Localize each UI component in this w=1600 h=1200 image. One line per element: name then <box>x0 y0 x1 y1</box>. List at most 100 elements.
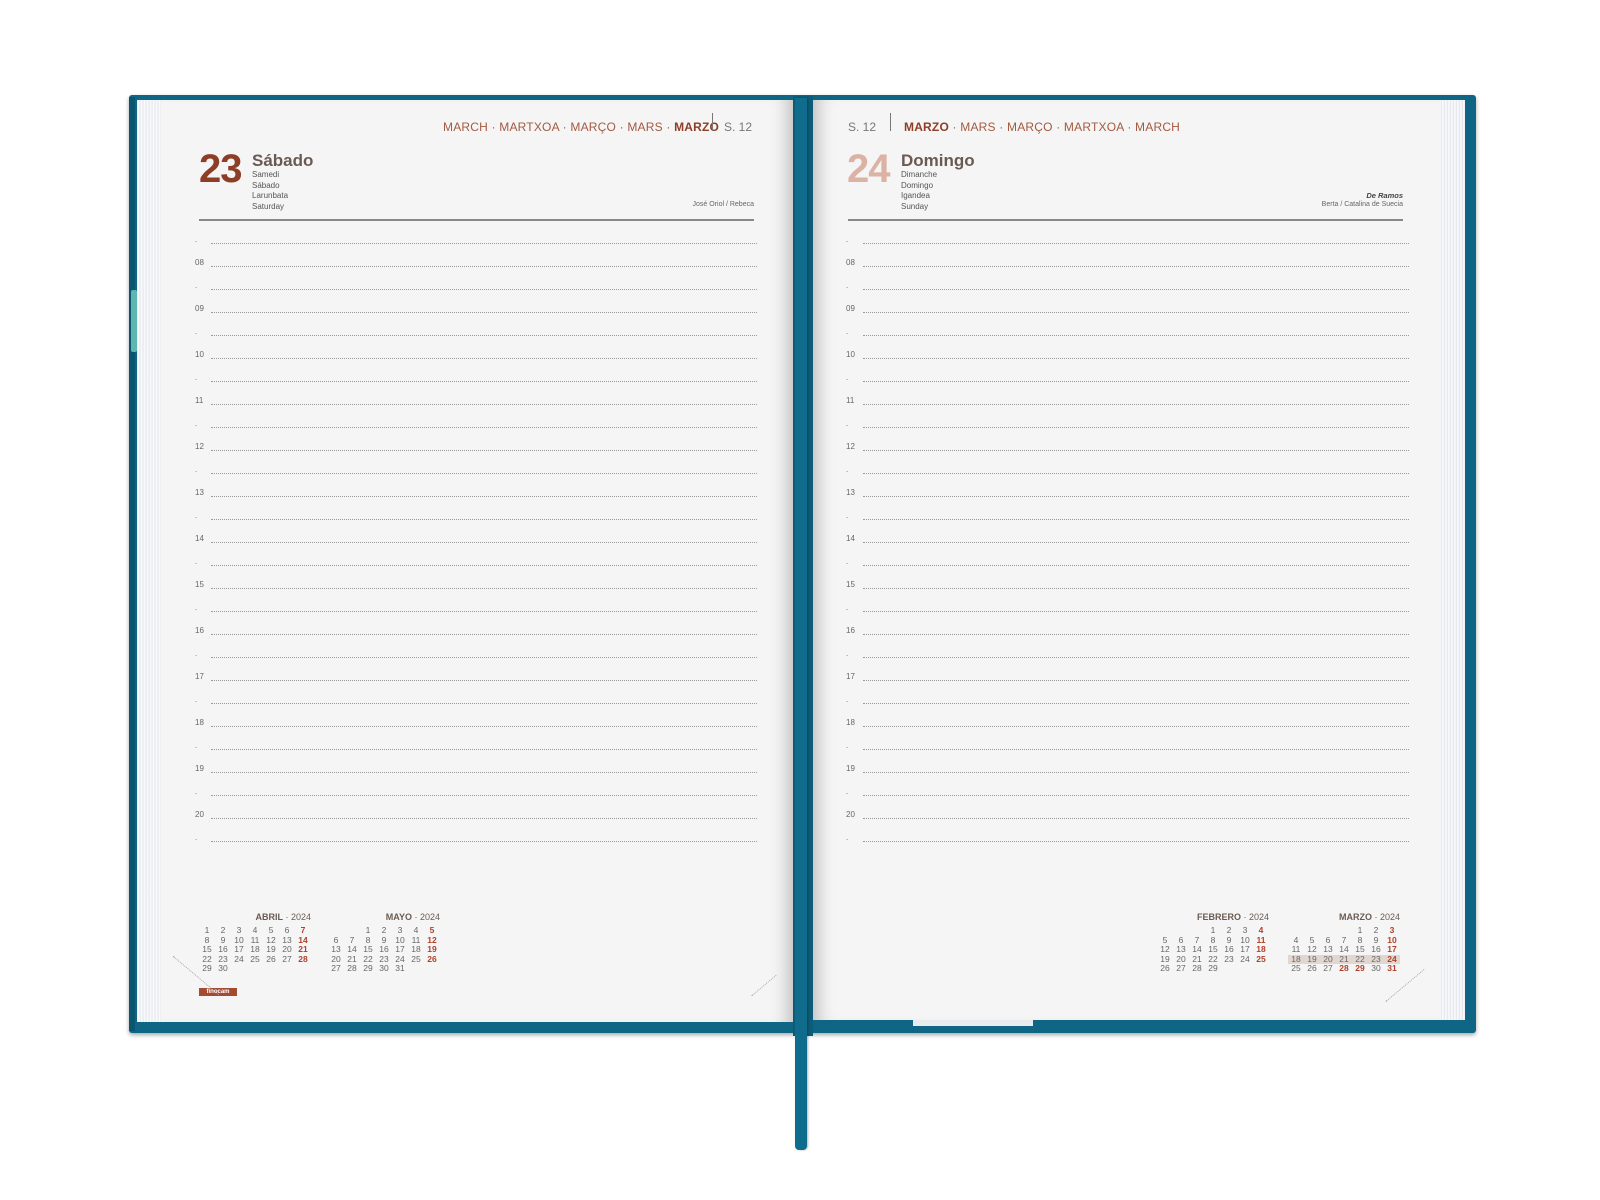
half-hour-line[interactable] <box>211 795 757 796</box>
hour-line[interactable] <box>211 312 757 313</box>
half-hour-line[interactable] <box>211 703 757 704</box>
header-separator <box>890 113 891 131</box>
hour-line[interactable] <box>211 266 757 267</box>
half-hour-line[interactable] <box>863 611 1409 612</box>
calendar-day: 13 <box>331 944 341 954</box>
calendar-day: 1 <box>1357 925 1363 935</box>
half-hour-line[interactable] <box>863 519 1409 520</box>
half-hour-line[interactable] <box>211 473 757 474</box>
calendar-day: 31 <box>395 963 405 973</box>
hour-label: 11 <box>846 396 855 405</box>
hour-line[interactable] <box>863 266 1409 267</box>
half-hour-line[interactable] <box>863 703 1409 704</box>
half-hour-line[interactable] <box>211 381 757 382</box>
hour-line[interactable] <box>863 588 1409 589</box>
calendar-day: 4 <box>1293 934 1299 945</box>
calendar-day: 21 <box>298 944 308 954</box>
calendar-day: 12 <box>266 934 276 945</box>
hour-line[interactable] <box>211 818 757 819</box>
half-hour-line[interactable] <box>211 289 757 290</box>
half-hour-line[interactable] <box>863 427 1409 428</box>
calendar-day: 21 <box>347 953 357 964</box>
hour-line[interactable] <box>863 450 1409 451</box>
calendar-day: 29 <box>202 963 212 973</box>
half-hour-marker: . <box>195 511 198 520</box>
half-hour-line[interactable] <box>863 381 1409 382</box>
calendar-day: 12 <box>1160 944 1170 954</box>
hour-line[interactable] <box>211 772 757 773</box>
index-tab[interactable] <box>131 290 137 352</box>
calendar-day: 16 <box>1224 944 1234 954</box>
right-month-header: MARZO · MARS · MARÇO · MARTXOA · MARCH <box>904 120 1181 134</box>
half-hour-line[interactable] <box>211 519 757 520</box>
half-hour-marker: . <box>846 419 849 428</box>
hour-line[interactable] <box>863 818 1409 819</box>
hour-line[interactable] <box>211 404 757 405</box>
right-saints: Berta / Catalina de Suecia <box>1321 201 1403 208</box>
half-hour-line[interactable] <box>863 795 1409 796</box>
hour-line[interactable] <box>863 772 1409 773</box>
calendar-day: 17 <box>1240 944 1250 954</box>
half-hour-line[interactable] <box>211 427 757 428</box>
hour-line[interactable] <box>863 404 1409 405</box>
hour-line[interactable] <box>211 450 757 451</box>
half-hour-line[interactable] <box>211 657 757 658</box>
hour-line[interactable] <box>211 358 757 359</box>
calendar-day: 17 <box>395 944 405 954</box>
calendar-day: 26 <box>1307 963 1317 973</box>
calendar-day: 25 <box>1256 953 1266 964</box>
half-hour-line[interactable] <box>211 749 757 750</box>
hour-line[interactable] <box>863 542 1409 543</box>
half-hour-line[interactable] <box>863 749 1409 750</box>
calendar-day: 25 <box>250 953 260 964</box>
calendar-day: 30 <box>379 963 389 973</box>
half-hour-line[interactable] <box>863 289 1409 290</box>
hour-line[interactable] <box>211 726 757 727</box>
half-hour-line[interactable] <box>863 841 1409 842</box>
half-hour-line[interactable] <box>211 335 757 336</box>
left-month-header: MARCH · MARTXOA · MARÇO · MARS · MARZO <box>443 120 720 134</box>
hour-line[interactable] <box>211 634 757 635</box>
hour-line[interactable] <box>211 680 757 681</box>
hour-line[interactable] <box>863 496 1409 497</box>
calendar-day: 22 <box>1352 954 1368 964</box>
half-hour-line[interactable] <box>863 243 1409 244</box>
calendar-day: 11 <box>411 934 421 945</box>
half-hour-line[interactable] <box>863 473 1409 474</box>
calendar-day: 1 <box>1210 925 1216 935</box>
hour-line[interactable] <box>863 680 1409 681</box>
bookmark-ribbon[interactable] <box>795 98 807 1150</box>
half-hour-marker: . <box>846 511 849 520</box>
calendar-day: 10 <box>1387 934 1397 945</box>
half-hour-marker: . <box>846 281 849 290</box>
calendar-day: 31 <box>1387 963 1397 973</box>
hour-label: 16 <box>195 626 204 635</box>
header-separator <box>712 113 713 131</box>
half-hour-line[interactable] <box>211 565 757 566</box>
hour-line[interactable] <box>863 358 1409 359</box>
hour-line[interactable] <box>211 542 757 543</box>
half-hour-line[interactable] <box>863 335 1409 336</box>
half-hour-line[interactable] <box>211 243 757 244</box>
cover-bottom-edge <box>913 1020 1033 1026</box>
calendar-day: 14 <box>347 944 357 954</box>
calendar-grid: 1 2 3 4 5 6 7 8 9 10 11 12 13 14 15 16 17 18 19 20 21 22 23 24 2… <box>199 925 311 974</box>
half-hour-marker: . <box>846 557 849 566</box>
hour-line[interactable] <box>211 496 757 497</box>
calendar-day: 13 <box>1323 944 1333 954</box>
half-hour-line[interactable] <box>211 841 757 842</box>
half-hour-line[interactable] <box>863 565 1409 566</box>
half-hour-line[interactable] <box>211 611 757 612</box>
cover-bottom-edge <box>813 1020 913 1026</box>
calendar-day: 20 <box>331 953 341 964</box>
calendar-title: ABRIL · 2024 <box>255 912 311 922</box>
hour-line[interactable] <box>863 312 1409 313</box>
half-hour-marker: . <box>846 373 849 382</box>
calendar-grid: 1 2 3 4 5 6 7 8 9 10 11 12 13 14 15 16 17 18 19 20 21 22 23 24 2… <box>328 925 440 974</box>
calendar-day: 7 <box>1341 934 1347 945</box>
hour-line[interactable] <box>863 726 1409 727</box>
right-day-translations: Dimanche Domingo Igandea Sunday <box>901 170 938 211</box>
hour-line[interactable] <box>863 634 1409 635</box>
half-hour-line[interactable] <box>863 657 1409 658</box>
hour-line[interactable] <box>211 588 757 589</box>
